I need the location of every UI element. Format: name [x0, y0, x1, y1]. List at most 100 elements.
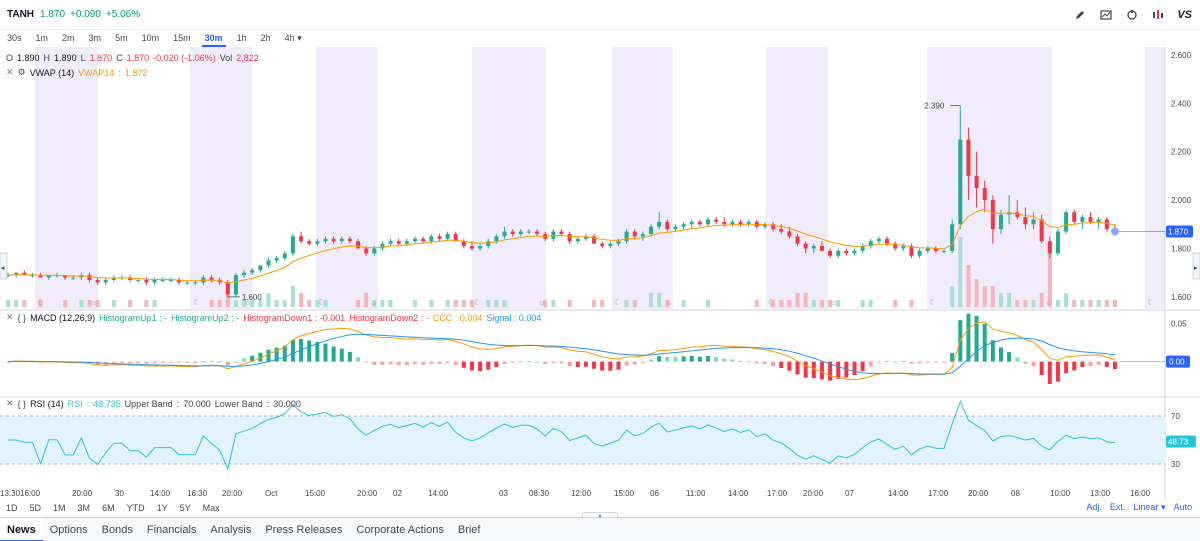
- tab-corporate-actions[interactable]: Corporate Actions: [356, 523, 444, 536]
- candle-body: [608, 243, 613, 247]
- volume-bar: [982, 286, 987, 307]
- tab-news[interactable]: News: [0, 517, 43, 541]
- macd-histogram-bar: [209, 360, 214, 362]
- symbol-name[interactable]: TANH: [7, 9, 35, 20]
- volume-bar: [1112, 300, 1117, 307]
- interval-30s[interactable]: 30s: [7, 33, 22, 43]
- ext-button[interactable]: Ext.: [1109, 502, 1126, 512]
- settings-icon[interactable]: ⚙: [17, 67, 26, 77]
- moon-icon: ☾: [474, 298, 481, 307]
- code-icon[interactable]: { }: [17, 398, 27, 409]
- interval-30m[interactable]: 30m: [198, 30, 230, 47]
- moon-icon: ☾: [193, 298, 200, 307]
- close-icon[interactable]: ✕: [6, 398, 14, 408]
- candle-body: [689, 221, 694, 225]
- interval-2m[interactable]: 2m: [62, 33, 75, 43]
- macd-histogram-bar: [860, 361, 865, 372]
- close-icon[interactable]: ✕: [6, 67, 14, 77]
- rsi-upper: 70.000: [183, 398, 211, 409]
- macd-histogram-bar: [185, 361, 190, 363]
- time-axis-label: 15:00: [614, 489, 635, 498]
- range-5d[interactable]: 5D: [29, 503, 42, 513]
- macd-current-label: 0.00: [1169, 358, 1185, 367]
- vwap-legend[interactable]: ✕ ⚙ VWAP (14) VWAP14: 1.872: [6, 67, 147, 78]
- interval-2h[interactable]: 2h: [260, 33, 271, 43]
- range-5y[interactable]: 5Y: [179, 503, 191, 513]
- pencil-icon[interactable]: [1073, 8, 1087, 22]
- volume-bar: [771, 300, 776, 307]
- candle-body: [795, 236, 800, 244]
- macd-histogram-bar: [429, 361, 434, 364]
- volume-bar: [307, 300, 312, 307]
- tab-bonds[interactable]: Bonds: [101, 523, 133, 536]
- volume-bar: [87, 300, 92, 307]
- rsi-legend[interactable]: ✕ { } RSI (14) RSI: 48.735 Upper Band: 7…: [6, 398, 301, 409]
- interval-3m[interactable]: 3m: [88, 33, 102, 43]
- macd-histogram-bar: [339, 348, 344, 362]
- time-axis-label: 15:00: [305, 489, 326, 498]
- moon-icon: ☾: [1147, 298, 1154, 307]
- interval-5m[interactable]: 5m: [115, 33, 128, 43]
- scale-select[interactable]: Linear ▾: [1133, 502, 1165, 513]
- candle-body: [209, 277, 214, 280]
- interval-1m[interactable]: 1m: [35, 33, 49, 43]
- interval-10m[interactable]: 10m: [141, 33, 160, 43]
- candle-body: [486, 241, 491, 247]
- interval-1h[interactable]: 1h: [236, 33, 247, 43]
- range-1d[interactable]: 1D: [6, 503, 18, 513]
- candle-body: [998, 214, 1003, 230]
- auto-button[interactable]: Auto: [1173, 502, 1192, 512]
- candle-body: [111, 277, 116, 280]
- macd-histogram-bar: [852, 361, 857, 376]
- code-icon[interactable]: { }: [17, 312, 27, 323]
- chart-icon[interactable]: [1099, 8, 1113, 22]
- moon-icon: ☾: [318, 298, 325, 307]
- rsi-upper-sep: :: [176, 398, 180, 409]
- candle-body: [828, 250, 833, 256]
- volume-bar: [567, 300, 572, 307]
- interval-4h[interactable]: 4h ▾: [278, 30, 309, 47]
- range-1m[interactable]: 1M: [53, 503, 66, 513]
- vwap-sep: :: [118, 67, 121, 78]
- tab-financials[interactable]: Financials: [146, 523, 197, 536]
- panel-resize-handle[interactable]: ▲: [582, 512, 618, 520]
- macd-histogram-bar: [364, 361, 369, 363]
- candle-body: [665, 221, 670, 230]
- time-axis-label: 12:00: [571, 489, 592, 498]
- close-icon[interactable]: ✕: [6, 312, 14, 322]
- candle-body: [437, 236, 442, 239]
- indicators-icon[interactable]: [1151, 8, 1165, 22]
- candle-body: [103, 279, 108, 283]
- chevron-right-icon: ▸: [1194, 265, 1198, 272]
- ohlc-low: 1.870: [89, 53, 113, 63]
- interval-15m[interactable]: 15m: [173, 33, 191, 43]
- candle-body: [657, 221, 662, 227]
- range-3m[interactable]: 3M: [77, 503, 91, 513]
- candle-body: [1039, 219, 1044, 242]
- candle-body: [592, 236, 597, 244]
- macd-histogram-bar: [681, 356, 686, 362]
- price-chart[interactable]: 2.600 2.400 2.200 2.000 1.800 1.600 1.870 2.390…: [0, 47, 1200, 500]
- macd-legend[interactable]: ✕ { } MACD (12,26,9) HistogramUp1 : - Hi…: [6, 312, 541, 323]
- volume-value: 2,822: [236, 53, 259, 63]
- rsi-band: [0, 416, 1165, 464]
- macd-histogram-bar: [1047, 361, 1052, 384]
- tab-analysis[interactable]: Analysis: [210, 523, 252, 536]
- time-axis-label: 08:30: [529, 489, 550, 498]
- range-6m[interactable]: 6M: [102, 503, 115, 513]
- candle-body: [942, 250, 947, 252]
- range-ytd[interactable]: YTD: [126, 503, 145, 513]
- volume-bar: [868, 300, 873, 307]
- range-1y[interactable]: 1Y: [156, 503, 168, 513]
- candle-body: [836, 250, 841, 256]
- adj-button[interactable]: Adj.: [1086, 502, 1102, 512]
- vs-compare-button[interactable]: VS: [1177, 9, 1192, 21]
- macd-histogram-bar: [543, 361, 548, 364]
- tab-press-releases[interactable]: Press Releases: [265, 523, 343, 536]
- tab-options[interactable]: Options: [49, 523, 88, 536]
- tab-brief[interactable]: Brief: [457, 523, 481, 536]
- macd-histogram-bar: [665, 356, 670, 362]
- compare-icon[interactable]: [1125, 8, 1139, 22]
- range-max[interactable]: Max: [202, 503, 220, 513]
- rsi-value: 48.735: [93, 398, 121, 409]
